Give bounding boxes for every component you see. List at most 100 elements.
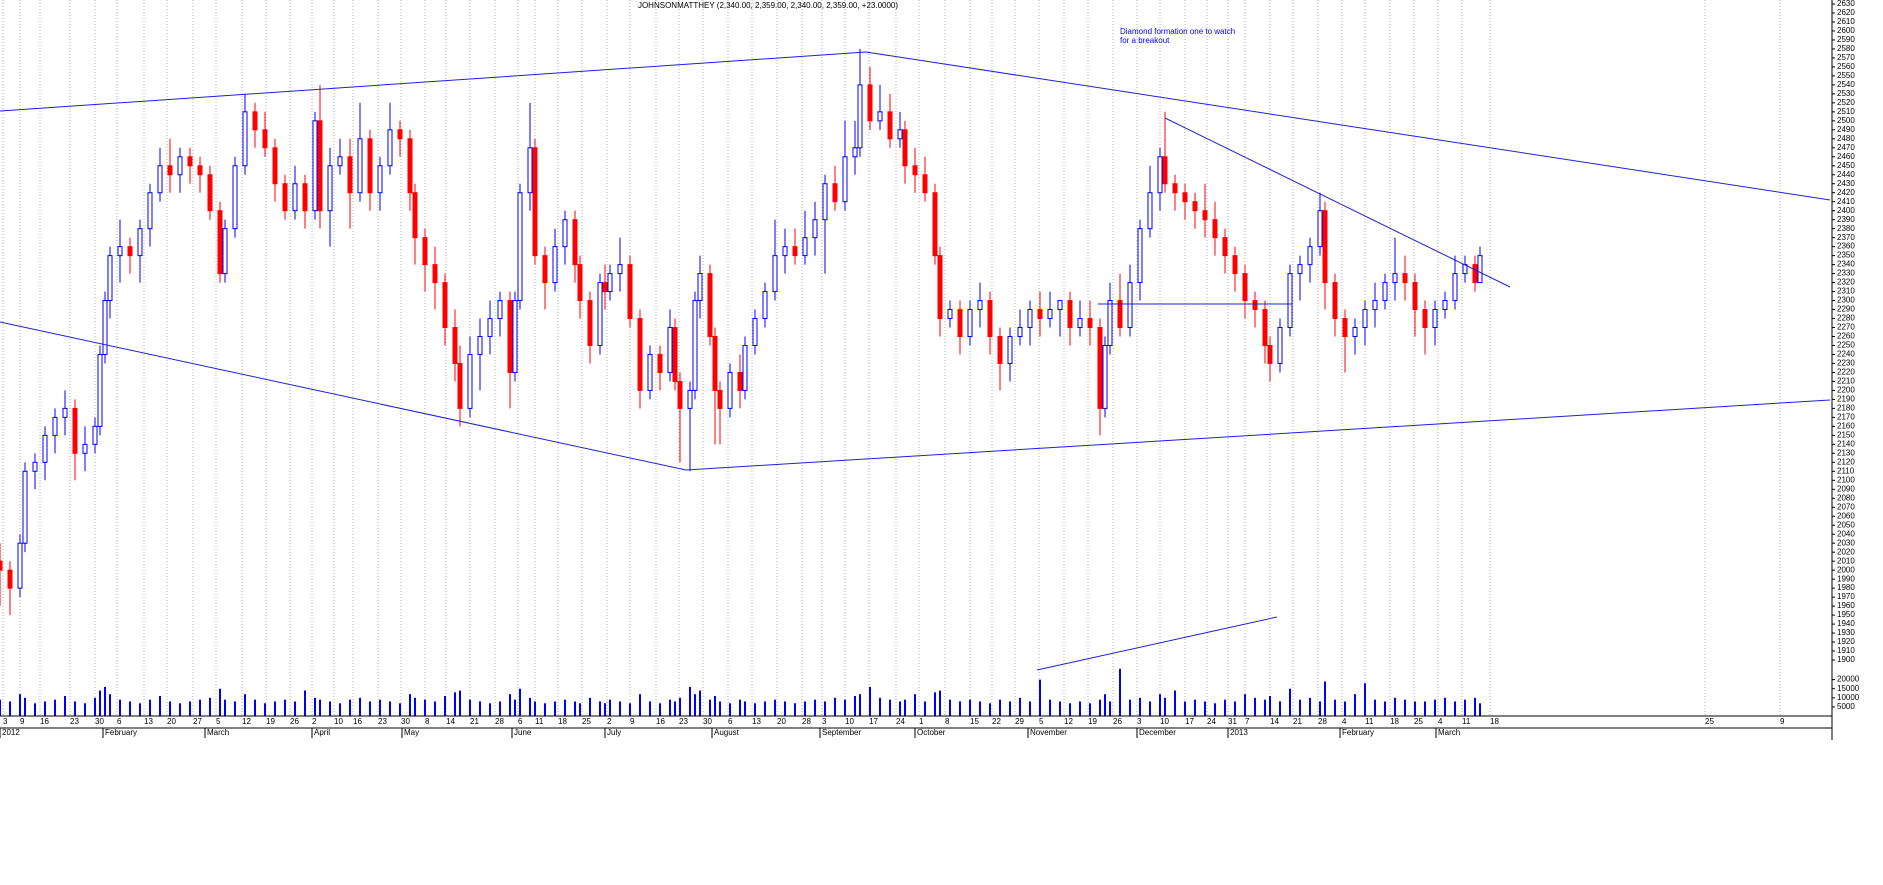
y-tick-label: 2460: [1837, 152, 1855, 161]
x-tick-label: 11: [535, 717, 544, 726]
candle-body: [772, 255, 778, 293]
y-tick-label: 2040: [1837, 529, 1855, 538]
x-tick-label: 31: [1228, 717, 1237, 726]
candle-body: [1352, 327, 1358, 338]
volume-bar: [904, 699, 906, 716]
volume-bar: [689, 686, 691, 716]
candle-body: [737, 371, 743, 391]
volume-tick-label: 5000: [1837, 702, 1855, 711]
y-tick-label: 2360: [1837, 242, 1855, 251]
volume-bar: [224, 699, 226, 716]
candle-body: [977, 300, 983, 311]
x-tick-label: 21: [470, 717, 479, 726]
y-tick-label: 2500: [1837, 116, 1855, 125]
candle-body: [167, 165, 173, 176]
candle-body: [327, 165, 333, 212]
volume-bar: [1354, 694, 1356, 716]
candle-body: [62, 407, 68, 418]
volume-bar: [844, 699, 846, 716]
y-tick-label: 2350: [1837, 251, 1855, 260]
volume-bar: [934, 692, 936, 716]
volume-bar: [1009, 701, 1011, 716]
y-tick-label: 2540: [1837, 80, 1855, 89]
candle-body: [1212, 219, 1218, 239]
volume-bar: [99, 690, 101, 716]
candle-body: [832, 183, 838, 203]
y-tick-label: 2620: [1837, 8, 1855, 17]
trend-lines: [0, 51, 1831, 671]
candle-body: [727, 371, 733, 409]
volume-bar: [679, 697, 681, 716]
volume-bar: [369, 701, 371, 716]
candle-body: [312, 120, 318, 212]
candle-body: [1057, 300, 1063, 311]
candle-body: [532, 147, 538, 257]
y-tick-label: 2280: [1837, 314, 1855, 323]
y-tick-label: 2450: [1837, 161, 1855, 170]
x-tick-label: 28: [495, 717, 504, 726]
volume-bar: [1319, 701, 1321, 716]
volume-bar: [44, 701, 46, 716]
y-tick-label: 1930: [1837, 628, 1855, 637]
volume-bar: [869, 686, 871, 716]
candle-body: [82, 443, 88, 454]
volume-bar: [719, 701, 721, 716]
x-tick-label: 4: [1342, 717, 1347, 726]
volume-bar: [999, 699, 1001, 716]
candle-body: [672, 327, 678, 382]
y-tick-label: 2020: [1837, 547, 1855, 556]
y-tick-label: 2140: [1837, 439, 1855, 448]
volume-bar: [64, 696, 66, 716]
candle-body: [337, 156, 343, 167]
month-label: March: [1438, 728, 1460, 737]
candle-body: [1267, 344, 1273, 364]
volume-bar: [1334, 699, 1336, 716]
volume-bar: [699, 690, 701, 716]
volume-bar: [1104, 694, 1106, 716]
volume-bar: [444, 696, 446, 716]
candle-body: [1402, 273, 1408, 284]
candle-body: [32, 461, 38, 472]
y-tick-label: 2430: [1837, 179, 1855, 188]
volume-bar: [979, 701, 981, 716]
x-tick-label: 14: [1270, 717, 1279, 726]
x-tick-label: 20: [167, 717, 176, 726]
volume-bar: [949, 699, 951, 716]
volume-bar: [599, 701, 601, 716]
candle-body: [1172, 183, 1178, 194]
volume-tick-label: 10000: [1837, 693, 1860, 702]
volume-bar: [694, 694, 696, 716]
volume-bar: [1119, 668, 1121, 716]
candle-body: [477, 336, 483, 355]
y-tick-label: 2030: [1837, 538, 1855, 547]
volume-bar: [1309, 697, 1311, 716]
candle-body: [742, 344, 748, 391]
y-tick-label: 2010: [1837, 556, 1855, 565]
candle-body: [1317, 210, 1323, 248]
x-tick-label: 5: [216, 717, 221, 726]
candle-body: [457, 362, 463, 409]
volume-bar: [119, 699, 121, 716]
volume-tick-label: 20000: [1837, 675, 1860, 684]
x-tick-label: 28: [802, 717, 811, 726]
candle-body: [762, 291, 768, 320]
y-tick-label: 2530: [1837, 89, 1855, 98]
candle-body: [177, 156, 183, 176]
volume-bar: [1089, 703, 1091, 716]
volume-bar: [74, 701, 76, 716]
volume-bar: [534, 701, 536, 716]
candle-body: [607, 273, 613, 293]
trend-line: [0, 321, 1831, 471]
candle-body: [1192, 201, 1198, 212]
x-tick-label: 10: [334, 717, 343, 726]
x-tick-label: 28: [1318, 717, 1327, 726]
volume-bar: [1244, 694, 1246, 716]
volume-bar: [129, 701, 131, 716]
x-tick-label: 3: [3, 717, 8, 726]
volume-bar: [34, 703, 36, 716]
x-tick-label: 6: [117, 717, 122, 726]
y-tick-label: 2550: [1837, 71, 1855, 80]
volume-bar: [284, 699, 286, 716]
volume-bar: [739, 699, 741, 716]
